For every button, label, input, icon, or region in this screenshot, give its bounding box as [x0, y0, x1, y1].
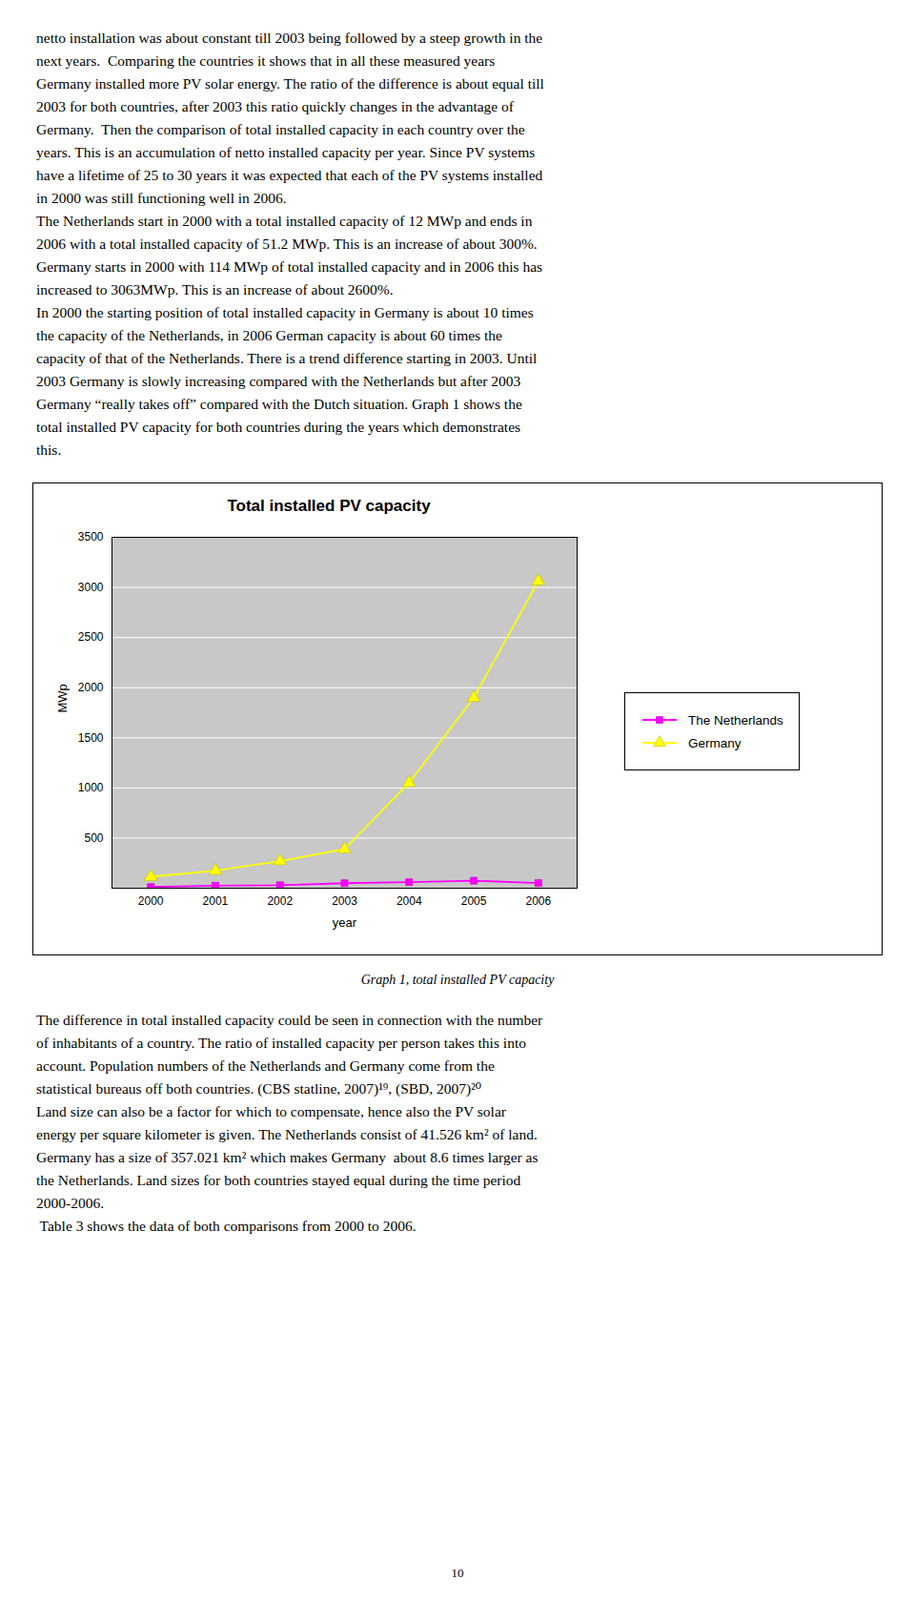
html-text:capacity of that of the Nether: capacity of that of the Netherlands. The… [36, 349, 537, 366]
html-text:2000-2006.: 2000-2006. [36, 1194, 104, 1211]
html-text:this.: this. [36, 441, 62, 458]
html-text:total installed PV capacity fo: total installed PV capacity for both cou… [36, 418, 521, 435]
svg-text:2000: 2000 [78, 680, 104, 694]
html-text:Germany installed more PV sola: Germany installed more PV solar energy. … [36, 75, 545, 92]
svg-text:year: year [332, 915, 358, 930]
html-text:account. Population numbers of: account. Population numbers of the Nethe… [36, 1057, 495, 1074]
html-text:the Netherlands. Land sizes fo: the Netherlands. Land sizes for both cou… [36, 1171, 521, 1188]
html-text:of inhabitants of a country. T: of inhabitants of a country. The ratio o… [36, 1034, 527, 1051]
html-text:Land size can also be a factor: Land size can also be a factor for which… [36, 1102, 507, 1119]
svg-text:1500: 1500 [78, 731, 104, 745]
html-text:statistical bureaus off both c: statistical bureaus off both countries. … [36, 1079, 482, 1097]
svg-text:500: 500 [83, 831, 103, 845]
html-text:increased to 3063MWp. This is: increased to 3063MWp. This is an increas… [36, 281, 394, 298]
html-text:next years. Comparing the coun: next years. Comparing the countries it s… [36, 52, 495, 69]
svg-text:2004: 2004 [396, 894, 423, 908]
html-text:10: 10 [451, 1565, 464, 1580]
html-text:2003 for both countries, after: 2003 for both countries, after 2003 this… [36, 98, 514, 115]
html-text:the capacity of the Netherland: the capacity of the Netherlands, in 2006… [36, 326, 503, 344]
html-text:Germany starts in 2000 with 11: Germany starts in 2000 with 114 MWp of t… [36, 258, 543, 275]
svg-text:2006: 2006 [525, 894, 551, 908]
svg-text:MWp: MWp [55, 683, 70, 712]
html-text:2006 with a total installed ca: 2006 with a total installed capacity of … [36, 235, 538, 252]
svg-text:2000: 2000 [138, 894, 164, 908]
svg-text:2003: 2003 [331, 894, 358, 908]
html-text:Total installed PV capacity: Total installed PV capacity [227, 496, 431, 515]
html-text:Germany: Germany [688, 735, 742, 750]
html-text:The difference in total instal: The difference in total installed capaci… [36, 1011, 543, 1028]
svg-text:2001: 2001 [203, 894, 229, 908]
html-text:Germany has a size of 357.021: Germany has a size of 357.021 km² which … [36, 1148, 539, 1165]
html-text:netto installation was about c: netto installation was about constant ti… [36, 29, 543, 46]
html-text:Germany “really takes off” com: Germany “really takes off” compared with… [36, 395, 523, 412]
svg-text:3000: 3000 [78, 580, 104, 594]
html-text:in 2000 was still functioning: in 2000 was still functioning well in 20… [36, 189, 287, 206]
html-text:Graph 1, total installed PV ca: Graph 1, total installed PV capacity [360, 972, 555, 987]
svg-text:2500: 2500 [78, 630, 104, 644]
html-text:Table 3 shows the data of both: Table 3 shows the data of both compariso… [36, 1217, 417, 1234]
svg-text:3500: 3500 [78, 529, 104, 544]
html-text:have a lifetime of 25 to 30 ye: have a lifetime of 25 to 30 years it was… [36, 166, 543, 183]
html-text:In 2000 the starting position: In 2000 the starting position of total i… [36, 304, 534, 321]
html-text:energy per square kilometer is: energy per square kilometer is given. Th… [36, 1125, 538, 1142]
html-text:years. This is an accumulation: years. This is an accumulation of netto … [36, 143, 535, 161]
html-text:The Netherlands start in 2000: The Netherlands start in 2000 with a tot… [36, 212, 533, 229]
svg-text:2002: 2002 [266, 894, 293, 908]
html-text:Germany. Then the comparison o: Germany. Then the comparison of total in… [36, 121, 525, 138]
html-text:The Netherlands: The Netherlands [688, 712, 784, 727]
svg-text:2005: 2005 [461, 894, 488, 908]
svg-text:1000: 1000 [78, 780, 104, 794]
html-text:2003 Germany is slowly increas: 2003 Germany is slowly increasing compar… [36, 372, 521, 389]
